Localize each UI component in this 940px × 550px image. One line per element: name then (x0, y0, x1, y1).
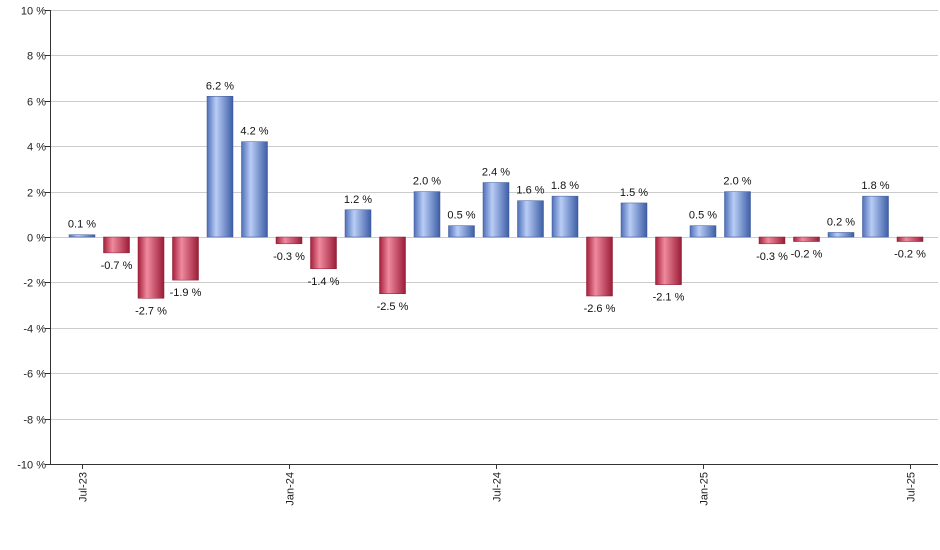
data-label: 0.1 % (68, 219, 96, 231)
data-label: -0.2 % (791, 249, 823, 261)
data-label: -1.9 % (170, 287, 202, 299)
y-tick-label: -6 % (23, 369, 46, 381)
y-tick-label: -10 % (17, 460, 46, 472)
data-label: 1.5 % (620, 187, 648, 199)
bar (103, 236, 130, 254)
data-label: 1.6 % (516, 185, 544, 197)
bar (655, 236, 682, 285)
y-tick-label: 10 % (21, 6, 46, 18)
data-label: 2.0 % (723, 176, 751, 188)
bar (172, 236, 199, 281)
data-label: 2.0 % (413, 176, 441, 188)
bar (620, 202, 648, 238)
bar (344, 209, 372, 238)
bar (827, 232, 855, 238)
data-label: -0.2 % (894, 249, 926, 261)
axes: 10 % 8 % 6 % 4 % 2 % 0 % -2 % -4 % -6 % -8 % -10 %… (17, 6, 938, 506)
bar (206, 96, 234, 238)
bar (586, 236, 613, 297)
bar (482, 182, 510, 238)
data-label: -1.4 % (308, 276, 340, 288)
data-label: 1.8 % (861, 180, 889, 192)
data-label: 0.2 % (827, 216, 855, 228)
data-label: -2.7 % (135, 305, 167, 317)
data-label: -0.7 % (101, 260, 133, 272)
y-tick-label: 6 % (27, 97, 46, 109)
bar (896, 236, 924, 242)
bars (68, 96, 924, 299)
data-label: -2.6 % (584, 303, 616, 315)
bar (413, 191, 441, 238)
bar (793, 236, 820, 242)
data-label: -2.5 % (377, 301, 409, 313)
y-tick-label: 2 % (27, 188, 46, 200)
data-labels: 0.1 %-0.7 %-2.7 %-1.9 %6.2 %4.2 %-0.3 %-… (68, 80, 926, 317)
x-tick-label: Jul-24 (492, 472, 504, 502)
bar (137, 236, 165, 299)
bar (758, 236, 786, 245)
y-tick-label: 8 % (27, 51, 46, 63)
bar (448, 225, 475, 238)
data-label: -2.1 % (653, 292, 685, 304)
data-label: -0.3 % (756, 251, 788, 263)
bar (862, 195, 889, 238)
data-label: -0.3 % (273, 251, 305, 263)
y-tick-label: -8 % (23, 415, 46, 427)
data-label: 2.4 % (482, 167, 510, 179)
y-tick-label: 0 % (27, 233, 46, 245)
data-label: 1.8 % (551, 180, 579, 192)
bar (724, 191, 751, 238)
data-label: 0.5 % (447, 210, 475, 222)
data-label: 1.2 % (344, 194, 372, 206)
bar (689, 225, 717, 238)
bar (517, 200, 544, 238)
x-tick-label: Jan-25 (699, 472, 711, 506)
data-label: 6.2 % (206, 80, 234, 92)
x-tick-label: Jul-23 (78, 472, 90, 502)
x-tick-label: Jul-25 (906, 472, 918, 502)
bar (241, 141, 268, 238)
bar (379, 236, 406, 294)
data-label: 0.5 % (689, 210, 717, 222)
y-tick-label: -4 % (23, 324, 46, 336)
bar (551, 195, 579, 238)
bar (310, 236, 337, 270)
bar (68, 234, 96, 238)
bar (275, 236, 303, 245)
x-tick-label: Jan-24 (285, 472, 297, 506)
y-tick-label: 4 % (27, 142, 46, 154)
data-label: 4.2 % (240, 126, 268, 138)
y-tick-label: -2 % (23, 278, 46, 290)
